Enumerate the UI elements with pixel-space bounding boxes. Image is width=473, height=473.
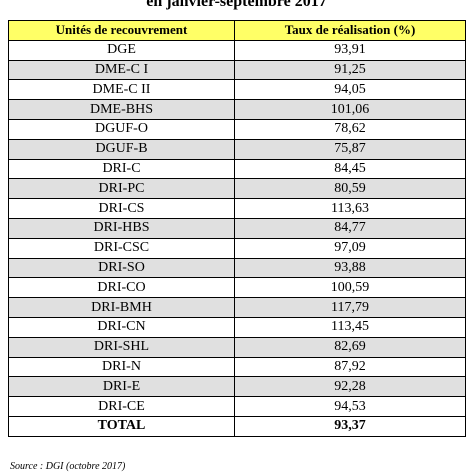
unit-cell: DRI-C xyxy=(8,158,235,180)
header-cell: Unités de recouvrement xyxy=(8,20,235,41)
unit-cell: DRI-E xyxy=(8,376,235,398)
rate-cell: 94,53 xyxy=(234,396,466,417)
total-label: TOTAL xyxy=(8,415,235,437)
rate-cell: 84,45 xyxy=(234,158,466,180)
unit-cell: DRI-HBS xyxy=(8,217,235,239)
unit-cell: DME-C I xyxy=(8,59,235,81)
rate-cell: 78,62 xyxy=(234,118,466,140)
table-row: DRI-CN 113,45 xyxy=(8,316,466,338)
unit-cell: DRI-N xyxy=(8,356,235,378)
data-table: Unités de recouvrement Taux de réalisati… xyxy=(8,20,466,437)
unit-cell: DRI-CS xyxy=(8,198,235,219)
rate-cell: 97,09 xyxy=(234,237,466,259)
table-row: DRI-HBS 84,77 xyxy=(8,217,466,239)
unit-cell: DGUF-O xyxy=(8,118,235,140)
header-cell: Taux de réalisation (%) xyxy=(234,20,466,41)
unit-cell: DRI-CSC xyxy=(8,237,235,259)
rate-cell: 80,59 xyxy=(234,178,466,200)
rate-cell: 91,25 xyxy=(234,59,466,81)
rate-cell: 92,28 xyxy=(234,376,466,398)
unit-cell: DRI-CN xyxy=(8,316,235,338)
rate-cell: 100,59 xyxy=(234,277,466,299)
unit-cell: DGUF-B xyxy=(8,138,235,160)
table-row: DGUF-O 78,62 xyxy=(8,118,466,140)
unit-cell: DRI-SO xyxy=(8,257,235,279)
unit-cell: DGE xyxy=(8,39,235,61)
rate-cell: 113,45 xyxy=(234,316,466,338)
title: en janvier-septembre 2017 xyxy=(146,0,327,10)
table-row: DRI-CSC 97,09 xyxy=(8,237,466,259)
rate-cell: 113,63 xyxy=(234,198,466,219)
table-row: DRI-CE 94,53 xyxy=(8,396,466,417)
table-row: DRI-C 84,45 xyxy=(8,158,466,180)
rate-cell: 84,77 xyxy=(234,217,466,239)
rate-cell: 93,91 xyxy=(234,39,466,61)
unit-cell: DRI-BMH xyxy=(8,297,235,318)
table-row: DGUF-B 75,87 xyxy=(8,138,466,160)
rate-cell: 87,92 xyxy=(234,356,466,378)
rate-cell: 117,79 xyxy=(234,297,466,318)
table-row: DGE 93,91 xyxy=(8,39,466,61)
table-row: DRI-PC 80,59 xyxy=(8,178,466,200)
total-row: TOTAL 93,37 xyxy=(8,415,466,437)
unit-cell: DME-C II xyxy=(8,79,235,101)
table-row: DRI-SO 93,88 xyxy=(8,257,466,279)
unit-cell: DRI-PC xyxy=(8,178,235,200)
unit-cell: DME-BHS xyxy=(8,99,235,120)
rate-cell: 94,05 xyxy=(234,79,466,101)
rate-cell: 82,69 xyxy=(234,336,466,358)
rate-cell: 101,06 xyxy=(234,99,466,120)
table-row: DRI-N 87,92 xyxy=(8,356,466,378)
total-value: 93,37 xyxy=(234,415,466,437)
unit-cell: DRI-CE xyxy=(8,396,235,417)
table-row: DME-C I 91,25 xyxy=(8,59,466,81)
source-note: Source : DGI (octobre 2017) xyxy=(10,461,126,472)
table-row: DRI-CO 100,59 xyxy=(8,277,466,299)
unit-cell: DRI-SHL xyxy=(8,336,235,358)
table-row: DRI-SHL 82,69 xyxy=(8,336,466,358)
unit-cell: DRI-CO xyxy=(8,277,235,299)
table-row: DRI-BMH 117,79 xyxy=(8,297,466,318)
rate-cell: 75,87 xyxy=(234,138,466,160)
rate-cell: 93,88 xyxy=(234,257,466,279)
table-row: DRI-CS 113,63 xyxy=(8,198,466,219)
table-row: DME-C II 94,05 xyxy=(8,79,466,101)
header-row: Unités de recouvrement Taux de réalisati… xyxy=(8,20,466,41)
table-row: DRI-E 92,28 xyxy=(8,376,466,398)
table-row: DME-BHS 101,06 xyxy=(8,99,466,120)
